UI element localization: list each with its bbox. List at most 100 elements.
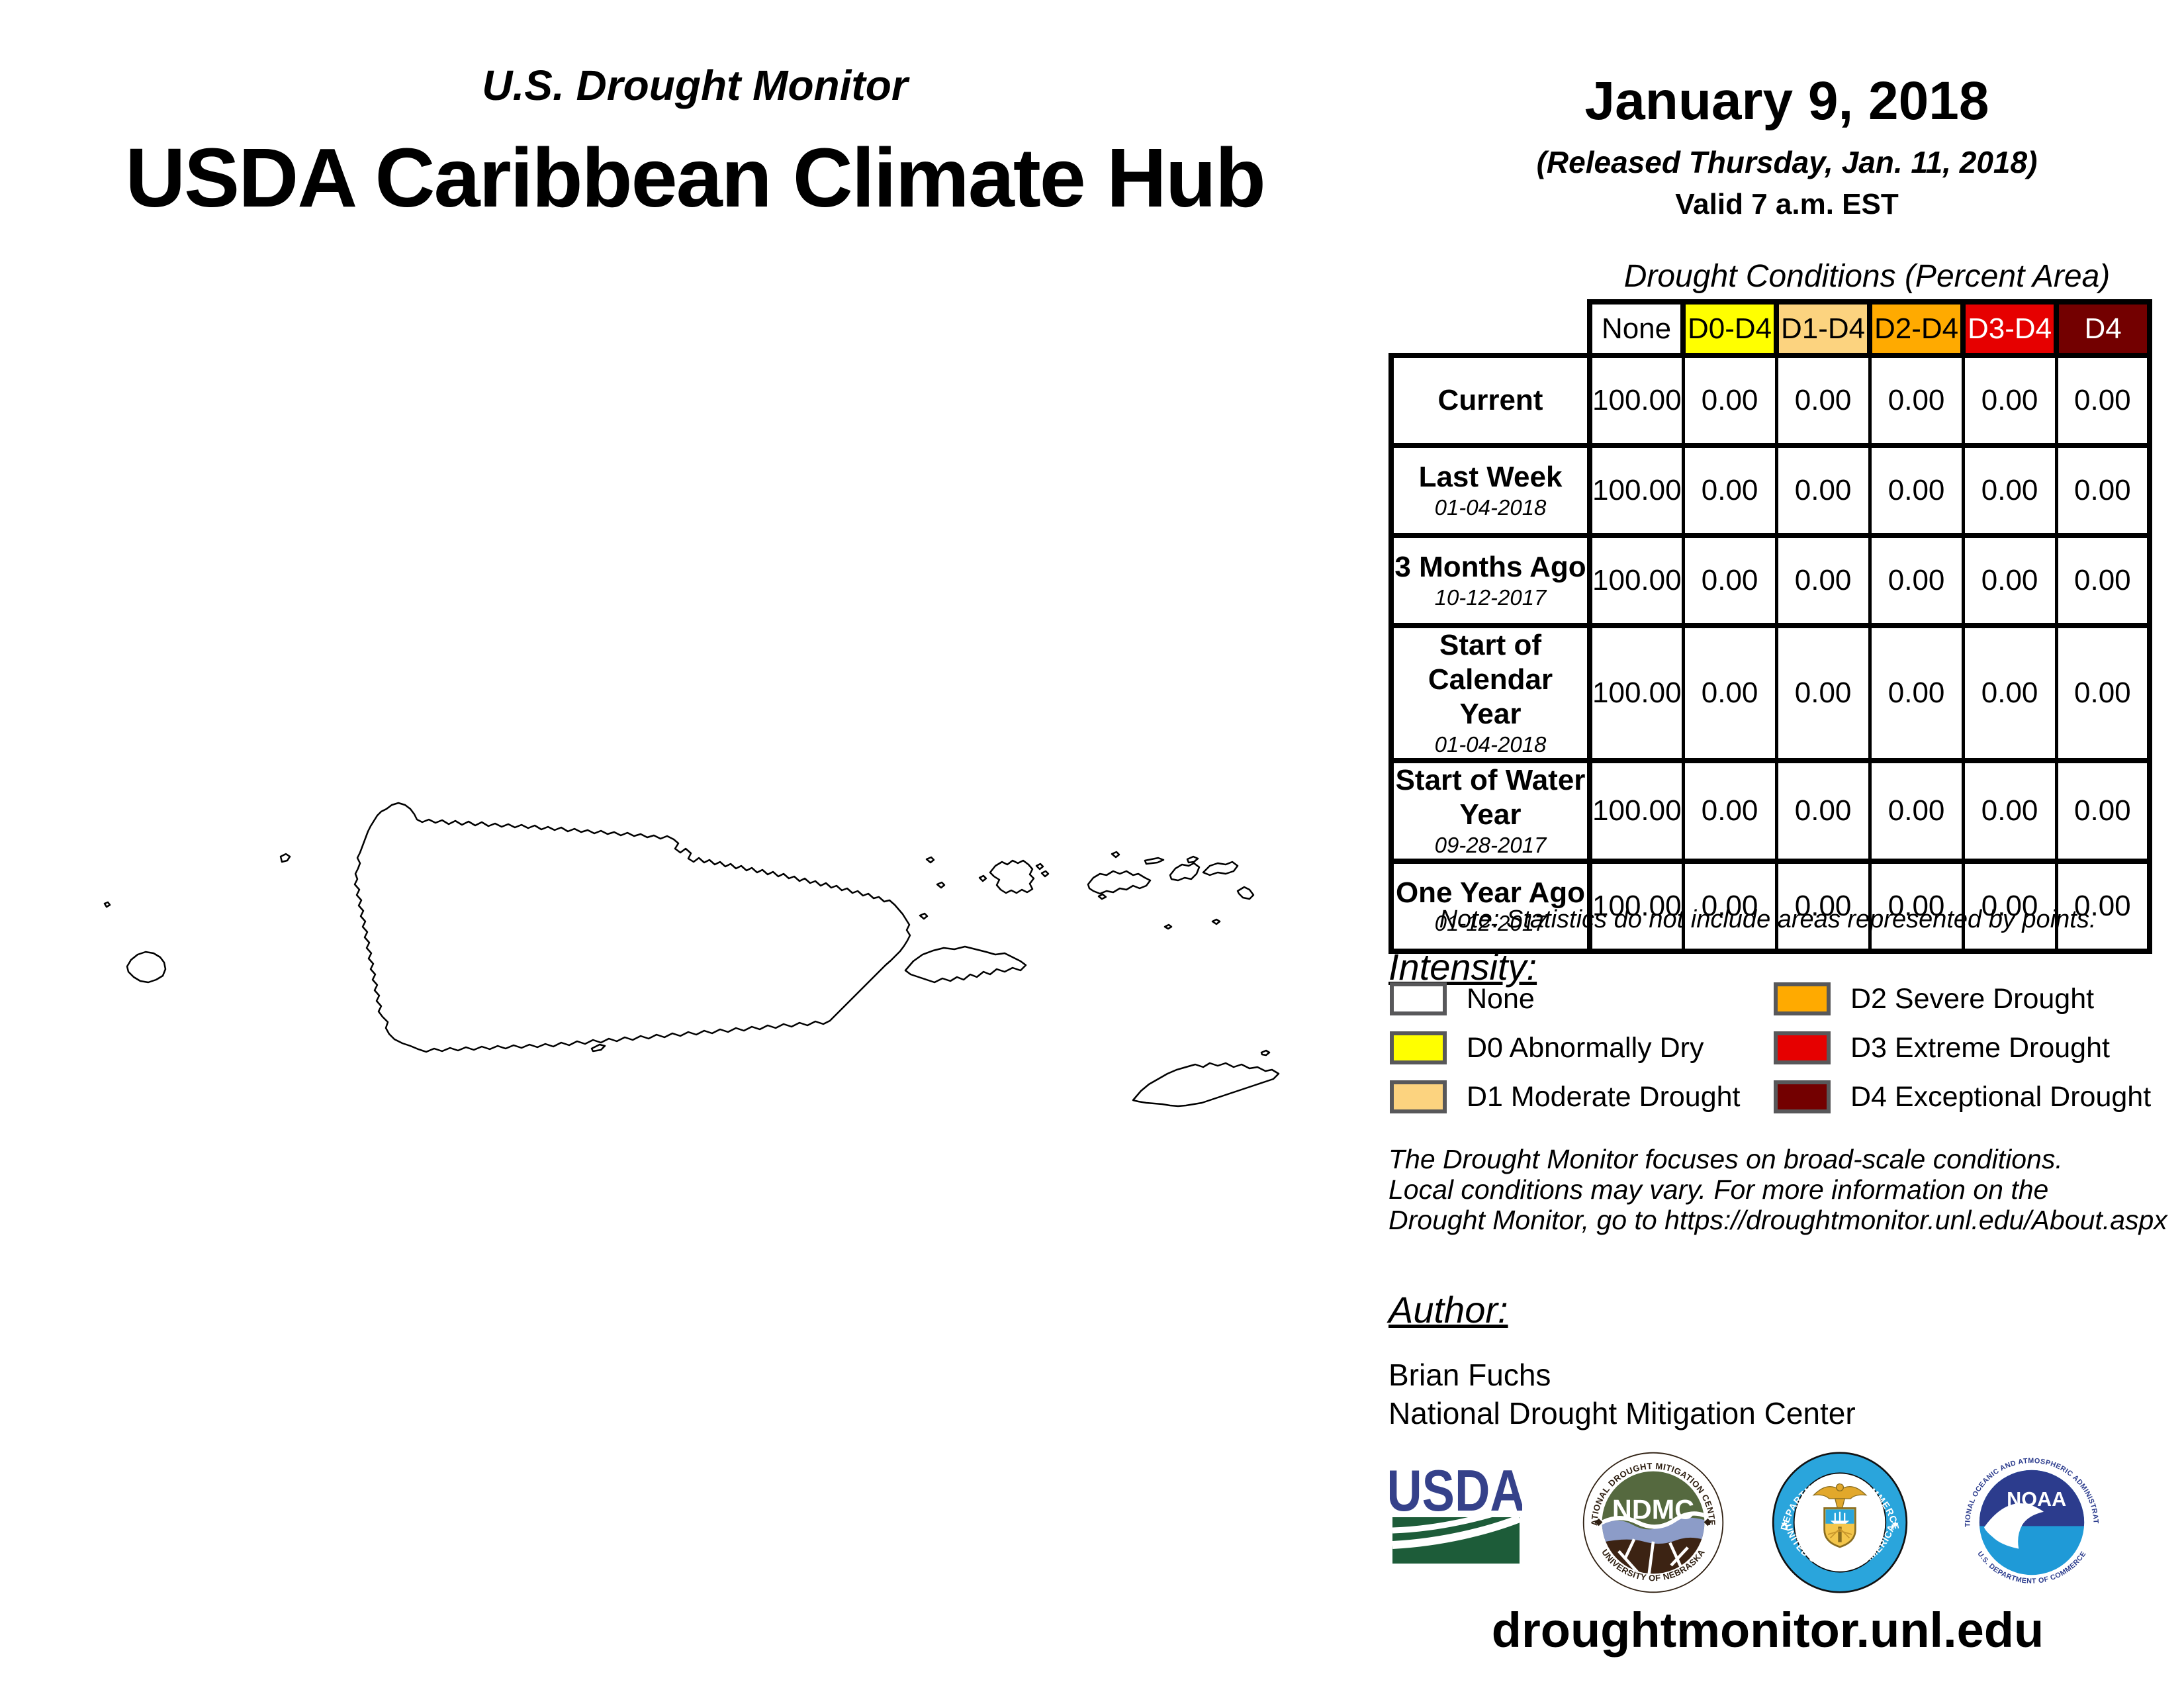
value-cell: 0.00 <box>1868 859 1965 954</box>
table-title: Drought Conditions (Percent Area) <box>1623 259 2111 294</box>
legend-item-d0: D0 Abnormally Dry <box>1390 1031 1704 1064</box>
value-cell: 0.00 <box>1774 758 1872 864</box>
value-cell: 0.00 <box>1774 443 1872 538</box>
doc-eagle-icon <box>1812 1483 1868 1509</box>
legend-label: D1 Moderate Drought <box>1467 1080 1741 1113</box>
value-cell: 0.00 <box>1681 859 1778 954</box>
noaa-logo: NOAA NATIONAL OCEANIC AND ATMOSPHERIC AD… <box>1960 1451 2099 1585</box>
value-cell: 100.00 <box>1588 758 1685 864</box>
value-cell: 0.00 <box>2054 533 2153 628</box>
value-cell: 0.00 <box>2054 758 2153 864</box>
island-jost-van-dyke <box>1186 855 1199 864</box>
value-cell: 100.00 <box>1588 443 1685 538</box>
legend-label: D2 Severe Drought <box>1850 982 2095 1015</box>
value-cell: 100.00 <box>1588 353 1685 448</box>
legend-item-d3: D3 Extreme Drought <box>1774 1031 2110 1064</box>
island-st-john <box>1169 862 1201 882</box>
value-cell: 0.00 <box>2054 443 2153 538</box>
legend-item-d2: D2 Severe Drought <box>1774 982 2094 1015</box>
table-row: Start of Calendar Year 01-04-2018 100.00 … <box>1388 623 2153 763</box>
row-header: 3 Months Ago 10-12-2017 <box>1388 533 1592 628</box>
legend-title: Intensity: <box>1388 946 1537 988</box>
island-buck <box>1260 1049 1271 1056</box>
map-date: January 9, 2018 <box>1584 71 1989 131</box>
legend-item-d4: D4 Exceptional Drought <box>1774 1080 2151 1113</box>
value-cell: 0.00 <box>1961 533 2058 628</box>
island-caja-de-muertos <box>590 1043 606 1053</box>
value-cell: 0.00 <box>1961 758 2058 864</box>
doc-shield-icon <box>1823 1507 1856 1548</box>
row-header: Current <box>1388 353 1592 448</box>
island-cayo-icacos <box>925 856 935 864</box>
row-label: Start of Calendar Year <box>1428 629 1553 730</box>
report-subtitle: U.S. Drought Monitor <box>482 62 908 109</box>
noaa-gull-icon <box>1984 1503 2044 1549</box>
puerto-rico-drought-map <box>103 802 1280 1107</box>
row-date: 10-12-2017 <box>1434 585 1547 610</box>
legend-swatch-d4 <box>1774 1080 1831 1113</box>
noaa-abbr: NOAA <box>2007 1488 2066 1511</box>
row-date: 01-12-2017 <box>1434 911 1547 935</box>
value-cell: 0.00 <box>1868 758 1965 864</box>
value-cell: 0.00 <box>1681 443 1778 538</box>
column-header-d1: D1-D4 <box>1774 299 1873 358</box>
row-date: 01-04-2018 <box>1434 495 1547 520</box>
table-row: 3 Months Ago 10-12-2017 100.00 0.00 0.00 … <box>1388 533 2153 628</box>
island-cayo-luis-pena <box>978 874 987 882</box>
island-tortola <box>1202 861 1239 876</box>
value-cell: 0.00 <box>1774 623 1872 763</box>
legend-item-none: None <box>1390 982 1535 1015</box>
value-cell: 100.00 <box>1588 623 1685 763</box>
island-st-thomas <box>1087 870 1152 895</box>
value-cell: 100.00 <box>1588 533 1685 628</box>
row-label: One Year Ago <box>1395 876 1586 909</box>
island-cayo-palominos <box>936 881 946 889</box>
ndmc-logo: NDMC NATIONAL DROUGHT MITIGATION CENTER … <box>1582 1451 1724 1593</box>
column-header-d4: D4 <box>2054 299 2153 358</box>
released-date: (Released Thursday, Jan. 11, 2018) <box>1536 145 2038 179</box>
island-norman <box>1211 918 1221 925</box>
table-note: Note: Statistics do not include areas re… <box>1439 906 2097 933</box>
author-name: Brian Fuchs <box>1388 1358 1551 1392</box>
island-thatch-cay <box>1144 857 1165 865</box>
value-cell: 0.00 <box>1961 353 2058 448</box>
table-corner-spacer <box>1391 302 1590 355</box>
value-cell: 0.00 <box>2054 353 2153 448</box>
row-date: 01-04-2018 <box>1434 732 1547 757</box>
row-label: Last Week <box>1418 461 1563 493</box>
column-header-d0: D0-D4 <box>1680 299 1780 358</box>
value-cell: 0.00 <box>1961 859 2058 954</box>
page-title: USDA Caribbean Climate Hub <box>125 131 1266 224</box>
value-cell: 0.00 <box>2054 623 2153 763</box>
legend-label: None <box>1467 982 1535 1015</box>
legend-swatch-d2 <box>1774 982 1831 1015</box>
legend-swatch-none <box>1390 982 1447 1015</box>
table-row: Last Week 01-04-2018 100.00 0.00 0.00 0.0… <box>1388 443 2153 538</box>
value-cell: 0.00 <box>1868 533 1965 628</box>
ndmc-emblem-icon <box>1602 1471 1705 1574</box>
usda-logo: USDA <box>1390 1467 1522 1564</box>
row-date: 09-28-2017 <box>1434 833 1547 857</box>
legend-swatch-d0 <box>1390 1031 1447 1064</box>
island-st-croix <box>1132 1062 1280 1107</box>
table-row: Start of Water Year 09-28-2017 100.00 0.0… <box>1388 758 2153 864</box>
value-cell: 0.00 <box>1868 623 1965 763</box>
usda-field-icon <box>1392 1517 1520 1564</box>
usda-wordmark: USDA <box>1390 1467 1522 1523</box>
island-water-island <box>1097 893 1107 900</box>
island-mona <box>126 951 167 984</box>
island-vieques <box>904 945 1027 984</box>
author-title: Author: <box>1388 1289 1508 1331</box>
legend-swatch-d3 <box>1774 1031 1831 1064</box>
value-cell: 100.00 <box>1588 859 1685 954</box>
value-cell: 0.00 <box>1961 623 2058 763</box>
island-cayo-norte <box>1040 870 1050 878</box>
island-culebra <box>989 859 1035 894</box>
value-cell: 0.00 <box>1681 533 1778 628</box>
island-puerto-rico <box>353 802 911 1053</box>
drought-monitor-url: droughtmonitor.unl.edu <box>1491 1603 2044 1658</box>
legend-label: D0 Abnormally Dry <box>1467 1031 1704 1064</box>
value-cell: 0.00 <box>1774 533 1872 628</box>
legend-swatch-d1 <box>1390 1080 1447 1113</box>
